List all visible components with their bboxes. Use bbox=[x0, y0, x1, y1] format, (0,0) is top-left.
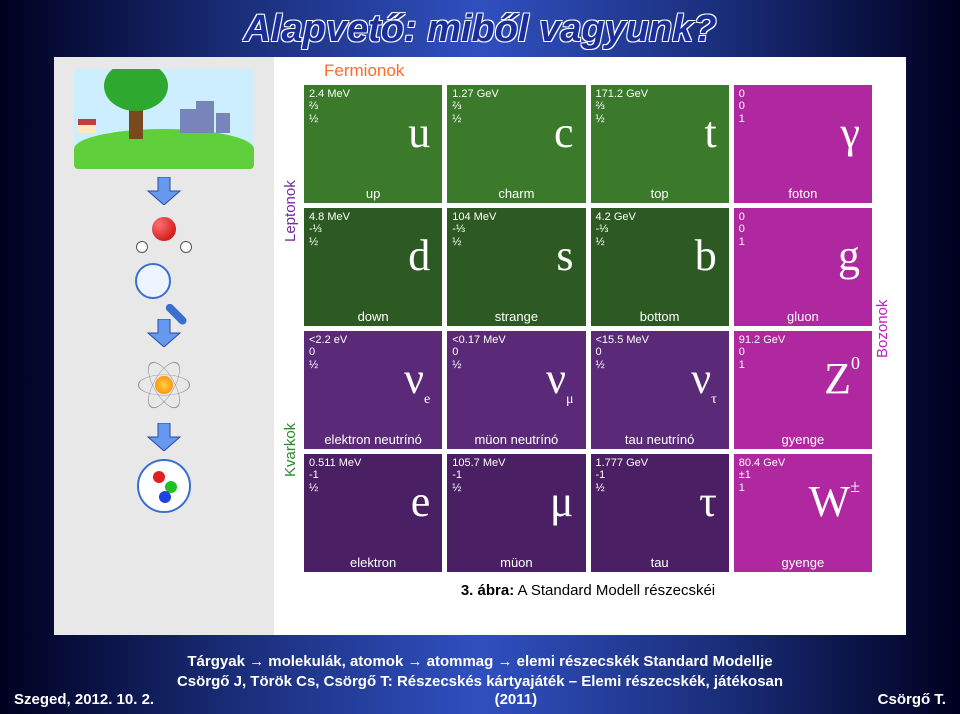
right-side-labels: Bozonok bbox=[872, 85, 896, 572]
particle-name: gyenge bbox=[739, 433, 867, 447]
particle-mass: 80.4 GeV bbox=[739, 457, 867, 469]
particle-tile-u: 2.4 MeV⅔½uup bbox=[304, 85, 442, 203]
magnifier-icon bbox=[129, 261, 199, 311]
particle-tile-τ: 1.777 GeV-1½τtau bbox=[591, 454, 729, 572]
particle-name: top bbox=[596, 187, 724, 201]
particle-mass: 0.511 MeV bbox=[309, 457, 437, 469]
particle-mass: 105.7 MeV bbox=[452, 457, 580, 469]
particle-symbol: b bbox=[695, 230, 717, 281]
particle-symbol: γ bbox=[841, 107, 860, 158]
particle-symbol: Z0 bbox=[824, 353, 860, 404]
figure-caption: 3. ábra: A Standard Modell részecskéi bbox=[280, 582, 896, 599]
particle-tile-g: 001ggluon bbox=[734, 208, 872, 326]
particle-name: müon bbox=[452, 556, 580, 570]
particle-mass: <2.2 eV bbox=[309, 334, 437, 346]
bozonok-label: Bozonok bbox=[874, 299, 894, 357]
particle-table: Fermionok Kvarkok Leptonok 2.4 MeV⅔½uup1… bbox=[274, 57, 906, 635]
left-side-labels: Kvarkok Leptonok bbox=[280, 85, 304, 572]
particle-name: up bbox=[309, 187, 437, 201]
particle-mass: 104 MeV bbox=[452, 211, 580, 223]
description-line-1: Tárgyak → molekulák, atomok → atommag → … bbox=[0, 652, 960, 672]
particle-symbol: νe bbox=[404, 353, 430, 408]
hierarchy-column bbox=[54, 57, 274, 635]
particle-mass: 0 bbox=[739, 88, 867, 100]
particle-symbol: d bbox=[408, 230, 430, 281]
fermion-label: Fermionok bbox=[324, 61, 896, 81]
particle-tile-s: 104 MeV-⅓½sstrange bbox=[447, 208, 585, 326]
atom-icon bbox=[134, 355, 194, 415]
particle-name: elektron bbox=[309, 556, 437, 570]
slide-title: Alapvető: miből vagyunk? bbox=[0, 0, 960, 57]
particle-symbol: s bbox=[556, 230, 573, 281]
particle-name: müon neutrínó bbox=[452, 433, 580, 447]
particle-tile-μ: 105.7 MeV-1½μmüon bbox=[447, 454, 585, 572]
particle-name: elektron neutrínó bbox=[309, 433, 437, 447]
particle-mass: 91.2 GeV bbox=[739, 334, 867, 346]
particle-tile-nu-e: <2.2 eV0½νeelektron neutrínó bbox=[304, 331, 442, 449]
footer-location-date: Szeged, 2012. 10. 2. bbox=[14, 691, 154, 708]
particle-tile-e: 0.511 MeV-1½eelektron bbox=[304, 454, 442, 572]
particle-grid: 2.4 MeV⅔½uup1.27 GeV⅔½ccharm171.2 GeV⅔½t… bbox=[304, 85, 872, 572]
arrow-down-icon bbox=[146, 423, 182, 451]
particle-tile-c: 1.27 GeV⅔½ccharm bbox=[447, 85, 585, 203]
particle-tile-γ: 001γfoton bbox=[734, 85, 872, 203]
particle-symbol: t bbox=[705, 107, 717, 158]
particle-symbol: νμ bbox=[546, 353, 573, 408]
particle-symbol: μ bbox=[550, 476, 574, 527]
particle-symbol: e bbox=[411, 476, 431, 527]
particle-tile-Z: 91.2 GeV01Z0gyenge bbox=[734, 331, 872, 449]
particle-tile-t: 171.2 GeV⅔½ttop bbox=[591, 85, 729, 203]
particle-name: strange bbox=[452, 310, 580, 324]
description-line-2: Csörgő J, Török Cs, Csörgő T: Részecskés… bbox=[0, 672, 960, 692]
particle-mass: 4.8 MeV bbox=[309, 211, 437, 223]
particle-mass: 1.27 GeV bbox=[452, 88, 580, 100]
particle-name: gluon bbox=[739, 310, 867, 324]
caption-text: A Standard Modell részecskéi bbox=[514, 582, 715, 599]
particle-symbol: W± bbox=[809, 476, 860, 527]
footer-year: (2011) bbox=[495, 691, 538, 708]
particle-symbol: τ bbox=[699, 476, 717, 527]
particle-tile-nu-τ: <15.5 MeV0½ντtau neutrínó bbox=[591, 331, 729, 449]
particle-mass: 4.2 GeV bbox=[596, 211, 724, 223]
particle-tile-d: 4.8 MeV-⅓½ddown bbox=[304, 208, 442, 326]
footer-author: Csörgő T. bbox=[878, 691, 946, 708]
arrow-down-icon bbox=[146, 177, 182, 205]
leptonok-label: Leptonok bbox=[282, 180, 302, 242]
particle-tile-W: 80.4 GeV±11W±gyenge bbox=[734, 454, 872, 572]
particle-name: down bbox=[309, 310, 437, 324]
arrow-down-icon bbox=[146, 319, 182, 347]
kvarkok-label: Kvarkok bbox=[282, 423, 302, 477]
particle-name: bottom bbox=[596, 310, 724, 324]
scene-illustration bbox=[74, 69, 254, 169]
particle-name: charm bbox=[452, 187, 580, 201]
particle-symbol: ντ bbox=[691, 353, 717, 408]
particle-mass: 0 bbox=[739, 211, 867, 223]
quarks-icon bbox=[137, 459, 191, 513]
particle-mass: 1.777 GeV bbox=[596, 457, 724, 469]
particle-mass: 2.4 MeV bbox=[309, 88, 437, 100]
particle-name: tau neutrínó bbox=[596, 433, 724, 447]
particle-mass: 171.2 GeV bbox=[596, 88, 724, 100]
slide-footer: Tárgyak → molekulák, atomok → atommag → … bbox=[0, 652, 960, 708]
particle-name: tau bbox=[596, 556, 724, 570]
particle-name: gyenge bbox=[739, 556, 867, 570]
particle-tile-nu-μ: <0.17 MeV0½νμmüon neutrínó bbox=[447, 331, 585, 449]
content-panel: Fermionok Kvarkok Leptonok 2.4 MeV⅔½uup1… bbox=[54, 57, 906, 635]
particle-mass: <0.17 MeV bbox=[452, 334, 580, 346]
molecule-icon bbox=[124, 213, 204, 253]
caption-number: 3. ábra: bbox=[461, 582, 514, 599]
particle-name: foton bbox=[739, 187, 867, 201]
particle-mass: <15.5 MeV bbox=[596, 334, 724, 346]
particle-symbol: g bbox=[838, 230, 860, 281]
particle-symbol: c bbox=[554, 107, 574, 158]
particle-symbol: u bbox=[408, 107, 430, 158]
particle-tile-b: 4.2 GeV-⅓½bbottom bbox=[591, 208, 729, 326]
